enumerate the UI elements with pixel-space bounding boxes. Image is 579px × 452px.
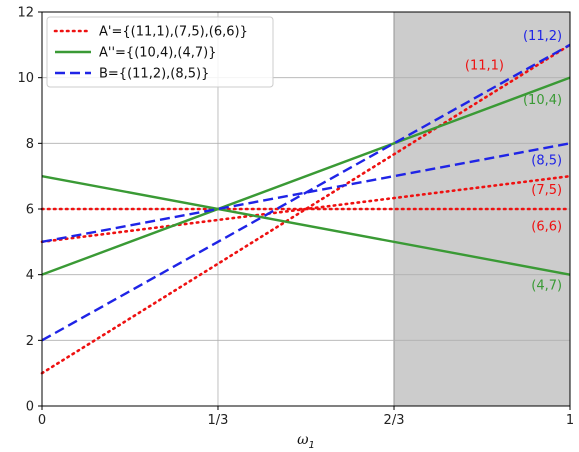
data-label: (7,5) [531,183,562,198]
legend-label: A'={(11,1),(7,5),(6,6)} [99,25,248,40]
data-label: (11,2) [523,29,562,44]
x-axis-label: ω1 [297,432,315,451]
data-label: (6,6) [531,219,562,234]
y-tick-label: 12 [17,6,34,21]
x-axis-label-symbol: ω [297,432,309,448]
x-tick-label: 1/3 [208,413,229,428]
x-axis-label-subscript: 1 [309,440,315,451]
data-label: (11,1) [465,58,504,73]
data-label: (8,5) [531,154,562,169]
y-tick-label: 8 [26,137,34,152]
x-tick-label: 2/3 [384,413,405,428]
series-line-2 [41,76,571,276]
y-tick-label: 0 [26,400,34,415]
x-tick-label: 0 [38,413,46,428]
y-tick-label: 10 [17,71,34,86]
series-line-3 [41,43,571,342]
series-line-2 [41,174,571,276]
legend: A'={(11,1),(7,5),(6,6)} A''={(10,4),(4,7)… [46,16,274,88]
legend-label: A''={(10,4),(4,7)} [99,46,217,61]
legend-label: B={(11,2),(8,5)} [99,67,209,82]
y-tick-label: 4 [26,268,34,283]
y-tick-label: 2 [26,334,34,349]
annotations: (11,2) (11,1) (10,4) (8,5) (7,5) (6,6) (4,7) [465,29,562,294]
x-tick-label: 1 [566,413,574,428]
series-lines [40,43,572,375]
data-label: (4,7) [531,278,562,293]
data-label: (10,4) [523,93,562,108]
legend-box [46,16,274,88]
y-tick-label: 6 [26,203,34,218]
